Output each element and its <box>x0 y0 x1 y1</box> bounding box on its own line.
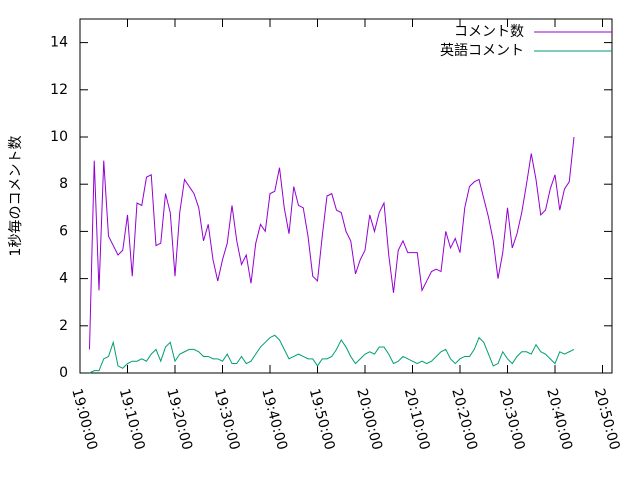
y-tick-label: 6 <box>59 223 68 239</box>
y-tick-label: 14 <box>50 35 68 51</box>
legend-label: 英語コメント <box>440 42 524 59</box>
legend-label: コメント数 <box>454 24 524 40</box>
y-tick-label: 4 <box>59 271 68 287</box>
data-line <box>89 136 575 350</box>
data-line <box>89 334 575 374</box>
y-tick-label: 12 <box>50 82 68 98</box>
y-tick-label: 0 <box>59 365 68 381</box>
y-tick-label: 10 <box>50 129 68 145</box>
y-tick-label: 2 <box>59 318 68 334</box>
plot-border <box>79 18 613 374</box>
y-tick-label: 8 <box>59 176 68 192</box>
y-axis-label: 1秒毎のコメント数 <box>8 136 24 257</box>
